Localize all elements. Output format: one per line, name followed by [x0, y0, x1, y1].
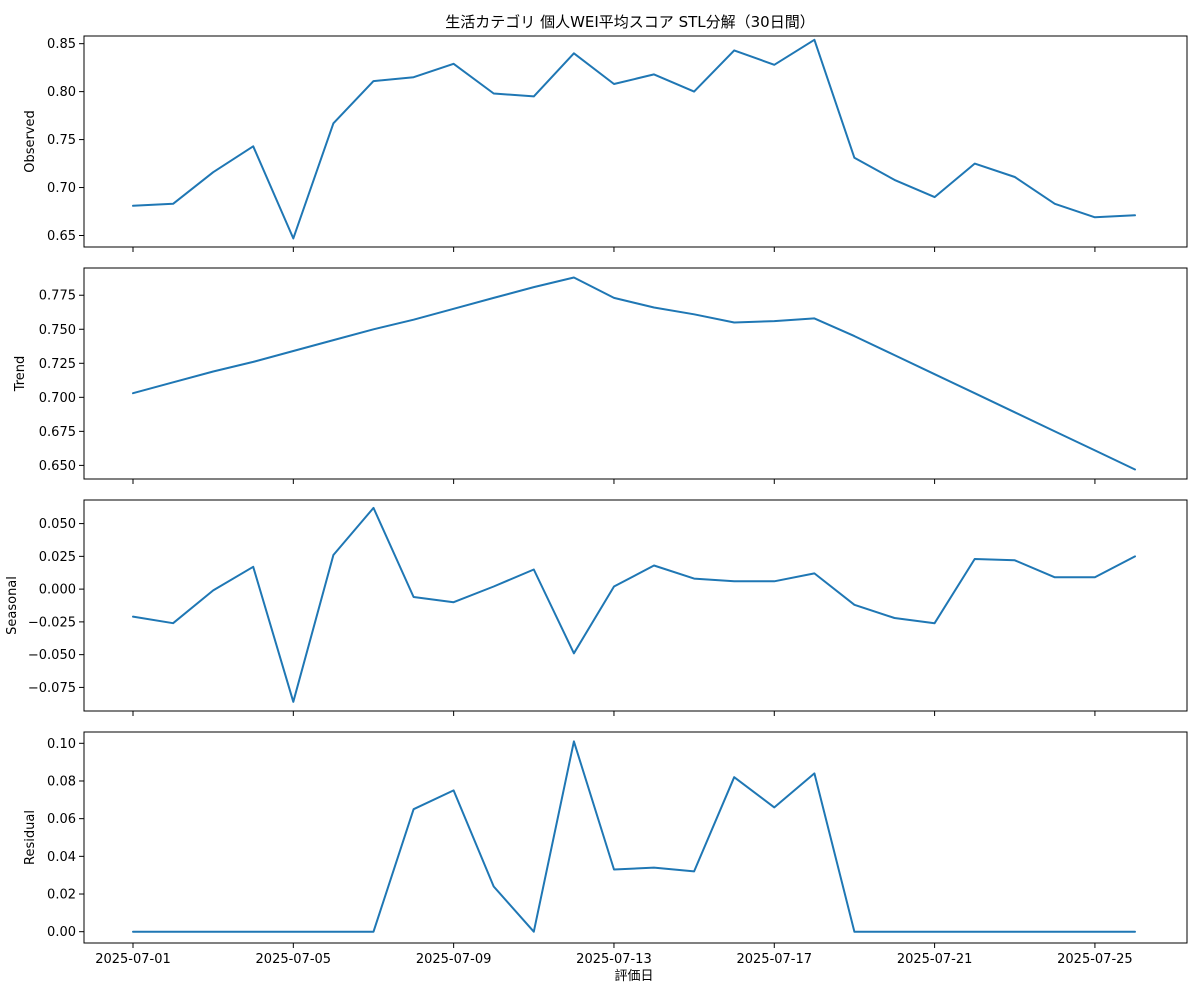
y-axis-label-trend: Trend: [13, 356, 28, 393]
series-line-seasonal: [132, 506, 1136, 703]
y-tick-label: 0.00: [47, 925, 76, 940]
y-tick-label: 0.650: [39, 459, 76, 474]
y-tick-label: −0.050: [28, 648, 76, 663]
y-tick-label: 0.050: [39, 517, 76, 532]
plot-frame: [83, 267, 1188, 480]
y-tick-label: 0.675: [39, 425, 76, 440]
panel-residual: 0.00 0.02 0.04 0.06 0.08 0.10 Residual: [23, 731, 1188, 948]
plot-frame: [83, 499, 1188, 712]
x-tick-label: 2025-07-05: [256, 952, 332, 967]
y-tick-label: 0.10: [47, 737, 76, 752]
y-tick-label: −0.025: [28, 615, 76, 630]
y-tick-label: 0.04: [47, 850, 76, 865]
x-axis-label: 評価日: [614, 969, 653, 984]
y-tick-label: 0.750: [39, 323, 76, 338]
plot-frame: [83, 731, 1188, 944]
series-line-residual: [132, 740, 1136, 933]
y-tick-label: 0.80: [47, 85, 76, 100]
y-axis-label-seasonal: Seasonal: [5, 576, 20, 635]
y-tick-label: 0.65: [47, 229, 76, 244]
panel-observed: 0.65 0.70 0.75 0.80 0.85 Observed: [23, 35, 1188, 252]
x-tick-label: 2025-07-09: [416, 952, 492, 967]
y-tick-label: 0.700: [39, 391, 76, 406]
y-tick-label: 0.000: [39, 583, 76, 598]
series-line-observed: [132, 38, 1136, 240]
x-tick-label: 2025-07-17: [736, 952, 812, 967]
y-tick-label: 0.025: [39, 550, 76, 565]
y-tick-label: 0.06: [47, 812, 76, 827]
y-tick-label: 0.70: [47, 181, 76, 196]
series-line-trend: [132, 276, 1136, 471]
y-tick-label: 0.08: [47, 774, 76, 789]
x-tick-label: 2025-07-25: [1057, 952, 1133, 967]
y-tick-label: 0.775: [39, 289, 76, 304]
y-tick-label: 0.02: [47, 888, 76, 903]
x-tick-label: 2025-07-01: [95, 952, 171, 967]
y-tick-label: 0.725: [39, 357, 76, 372]
x-tick-label: 2025-07-21: [897, 952, 973, 967]
panel-trend: 0.650 0.675 0.700 0.725 0.750 0.775 Trend: [13, 267, 1188, 484]
y-tick-label: 0.75: [47, 133, 76, 148]
x-tick-label: 2025-07-13: [576, 952, 652, 967]
chart-title: 生活カテゴリ 個人WEI平均スコア STL分解（30日間）: [445, 13, 814, 31]
y-axis-label-observed: Observed: [23, 110, 38, 173]
y-axis-label-residual: Residual: [23, 810, 38, 865]
panel-seasonal: −0.075 −0.050 −0.025 0.000 0.025 0.050 Seasona…: [5, 499, 1188, 716]
y-tick-label: 0.85: [47, 37, 76, 52]
plot-frame: [83, 35, 1188, 248]
y-tick-label: −0.075: [28, 681, 76, 696]
